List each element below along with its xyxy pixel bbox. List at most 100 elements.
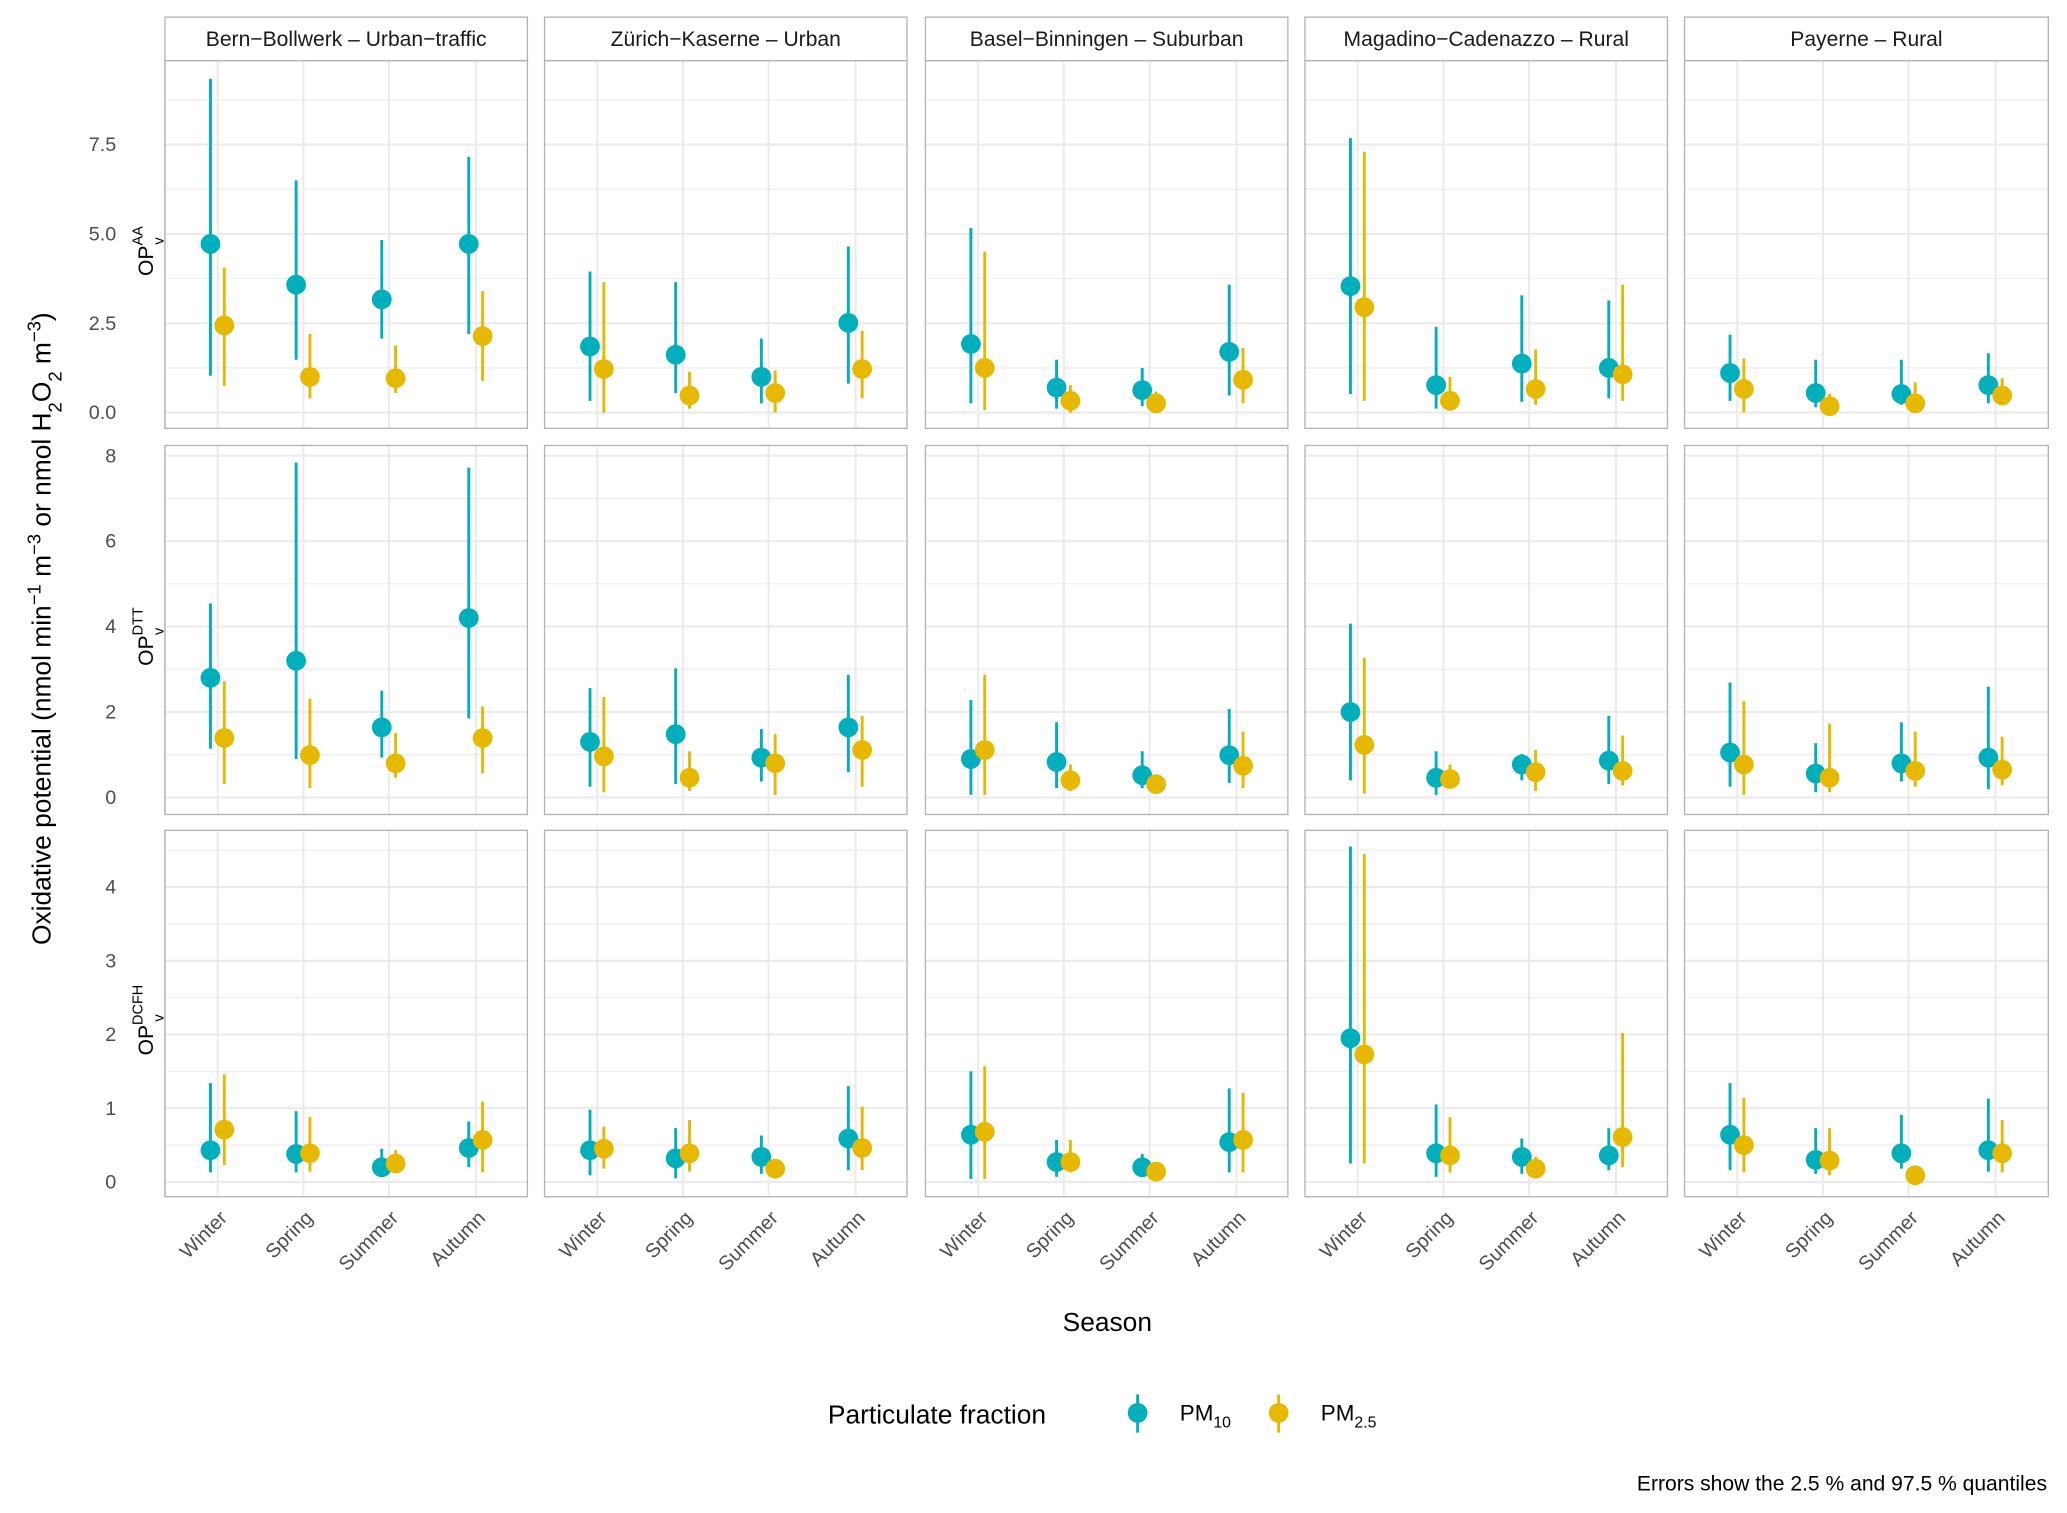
- point-PM25: [1440, 390, 1460, 411]
- y-tick-label: 4: [105, 616, 116, 638]
- panel-border: [924, 829, 1289, 1198]
- legend-key-point: [1127, 1402, 1148, 1423]
- row-label-sub: v: [152, 627, 168, 635]
- panel: [1683, 59, 2049, 429]
- point-PM25: [593, 1138, 614, 1159]
- point-PM25: [1233, 369, 1253, 390]
- point-PM10: [286, 650, 306, 671]
- panel: [1304, 829, 1669, 1198]
- point-PM10: [580, 731, 600, 752]
- y-axis-title-part: Oxidative potential (nmol min: [26, 605, 56, 945]
- point-PM10: [580, 336, 600, 357]
- y-axis-title-part: ): [26, 312, 56, 321]
- y-axis-title-part: −3: [23, 534, 44, 555]
- legend-title: Particulate fraction: [828, 1399, 1046, 1429]
- row-label-base: OP: [135, 245, 158, 275]
- point-PM10: [371, 717, 392, 738]
- panel: [1304, 444, 1669, 816]
- point-PM25: [1146, 774, 1166, 795]
- point-PM25: [1733, 1135, 1754, 1155]
- panel-border: [164, 444, 529, 816]
- point-PM25: [765, 753, 786, 774]
- x-tick-label: Spring: [641, 1207, 697, 1263]
- facet-strip-label: Bern−Bollwerk – Urban−traffic: [206, 28, 487, 51]
- point-PM25: [1146, 393, 1166, 414]
- point-PM10: [838, 1128, 859, 1149]
- panel-border: [924, 59, 1289, 429]
- panel: [1683, 829, 2049, 1198]
- row-label-sub: v: [152, 237, 168, 245]
- point-PM10: [1891, 384, 1912, 404]
- y-tick-label: 3: [105, 950, 116, 972]
- point-PM25: [1819, 767, 1840, 788]
- row-label-base: OP: [135, 1025, 158, 1055]
- y-axis-title-part: −3: [23, 321, 44, 342]
- panel-border: [1304, 59, 1669, 429]
- point-PM10: [371, 289, 392, 310]
- point-PM25: [1525, 379, 1546, 399]
- point-PM25: [974, 358, 995, 378]
- x-tick-label: Winter: [1316, 1207, 1372, 1263]
- panel-border: [924, 444, 1289, 816]
- point-PM10: [1046, 377, 1067, 398]
- point-PM25: [300, 366, 320, 387]
- x-tick-label: Autumn: [1566, 1207, 1630, 1271]
- point-PM25: [472, 728, 493, 748]
- point-PM25: [1992, 1143, 2013, 1164]
- point-PM25: [385, 753, 406, 774]
- row-label-sup: DTT: [131, 607, 147, 635]
- panel: [924, 829, 1289, 1198]
- point-PM25: [1440, 1145, 1460, 1166]
- point-PM25: [1612, 364, 1633, 385]
- point-PM25: [1525, 1158, 1546, 1179]
- panel: [164, 829, 529, 1198]
- x-tick-label: Winter: [555, 1207, 611, 1263]
- point-PM10: [1805, 383, 1826, 403]
- y-tick-label: 0: [105, 787, 116, 809]
- row-label: OPDCFH v: [131, 985, 168, 1056]
- point-PM10: [961, 334, 981, 354]
- point-PM25: [214, 315, 235, 336]
- facet-strip: [1304, 16, 1669, 62]
- point-PM25: [300, 745, 320, 766]
- panel-border: [1304, 444, 1669, 816]
- row-label-sup: AA: [131, 226, 147, 246]
- point-PM25: [214, 728, 235, 748]
- point-PM10: [1046, 752, 1067, 772]
- point-PM25: [679, 385, 700, 406]
- panel-border: [543, 444, 908, 816]
- x-tick-label: Spring: [1402, 1207, 1458, 1263]
- point-PM10: [1598, 750, 1619, 771]
- point-PM10: [838, 313, 859, 333]
- x-tick-label: Autumn: [426, 1207, 490, 1271]
- point-PM25: [472, 1130, 493, 1150]
- legend-label-base: PM: [1180, 1401, 1214, 1426]
- y-tick-label: 7.5: [89, 134, 116, 156]
- point-PM10: [1340, 276, 1361, 296]
- x-tick-label: Summer: [1854, 1207, 1923, 1276]
- point-PM25: [472, 326, 493, 347]
- point-PM25: [1060, 770, 1081, 791]
- point-PM10: [458, 234, 479, 254]
- point-PM10: [1720, 742, 1740, 763]
- y-tick-label: 8: [105, 445, 116, 467]
- point-PM25: [1060, 390, 1081, 411]
- point-PM10: [1219, 341, 1240, 362]
- point-PM25: [679, 767, 700, 788]
- point-PM25: [1905, 1165, 1926, 1186]
- y-axis-title-part: 2: [44, 371, 65, 381]
- panel: [164, 444, 529, 816]
- y-tick-label: 2.5: [89, 313, 116, 335]
- point-PM10: [1219, 745, 1240, 766]
- point-PM10: [1132, 380, 1153, 400]
- point-PM25: [1905, 761, 1926, 781]
- panel-border: [1683, 59, 2049, 429]
- point-PM10: [665, 344, 686, 365]
- point-PM25: [1354, 297, 1375, 318]
- point-PM25: [385, 1153, 406, 1174]
- panel: [543, 59, 908, 429]
- x-tick-label: Summer: [1475, 1207, 1544, 1276]
- point-PM25: [974, 1121, 995, 1142]
- point-PM10: [665, 724, 686, 745]
- x-tick-label: Winter: [936, 1207, 992, 1263]
